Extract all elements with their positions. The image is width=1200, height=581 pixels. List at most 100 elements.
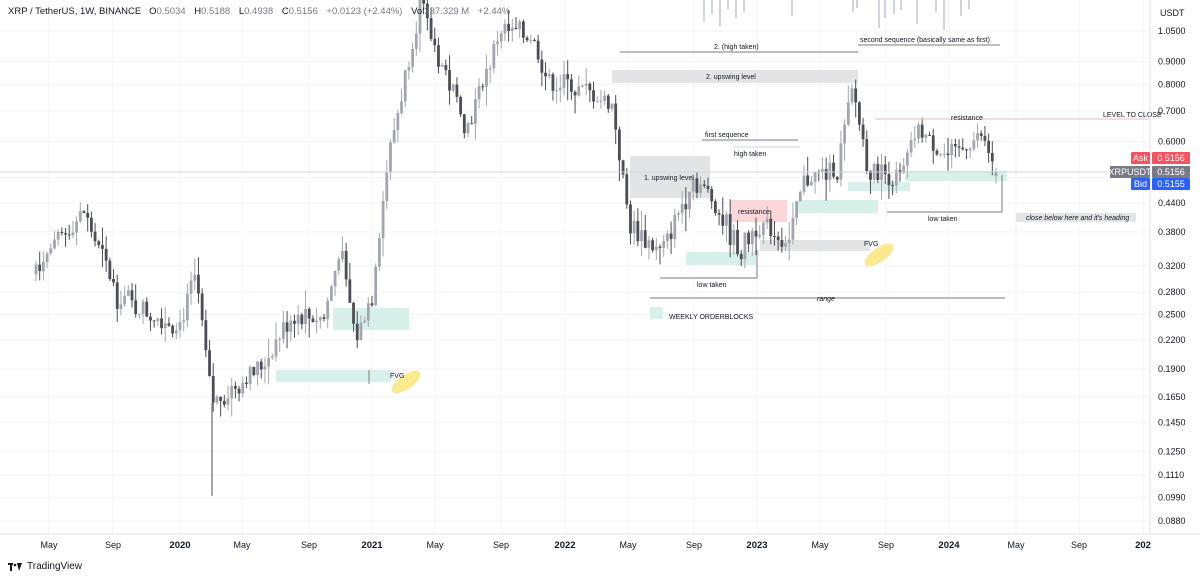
price-tick-label: 0.0990 [1158, 493, 1186, 503]
candle-body [274, 339, 278, 357]
candle-body [448, 70, 451, 91]
candle-body [71, 232, 75, 236]
candle-body [721, 214, 725, 226]
candle-body [333, 270, 337, 287]
candle-body [939, 153, 943, 155]
currency-label[interactable]: USDT [1160, 8, 1185, 18]
candle-body [208, 350, 211, 376]
volume-bar [703, 0, 705, 22]
candle-body [769, 218, 773, 237]
candle-body [267, 357, 271, 367]
candle-body [67, 234, 71, 236]
fvg-highlight [391, 370, 421, 394]
candle-body [451, 84, 455, 91]
price-axis[interactable]: 1.05000.90000.80000.70000.60000.50000.44… [1158, 26, 1186, 526]
resistance-mid-label: resistance [738, 209, 770, 216]
candle-body [640, 230, 643, 242]
candle-body [717, 213, 721, 215]
candle-body [437, 45, 440, 67]
price-tag-value: 0.5155 [1157, 179, 1185, 189]
volume-bar [900, 0, 902, 10]
candle-body [200, 293, 204, 321]
candle-body [736, 229, 739, 254]
price-tick-label: 0.3800 [1158, 227, 1186, 237]
candle-body [38, 264, 42, 272]
resistance-top-label: resistance [951, 115, 983, 122]
candle-body [828, 162, 832, 180]
time-tick-label: May [40, 540, 58, 550]
candle-body [647, 240, 651, 248]
candle-body [931, 135, 935, 151]
time-axis[interactable]: May Sep 2020 May Sep 2021 May Sep 2022 May Sep 2023… [40, 540, 1150, 551]
time-tick-label: Sep [105, 540, 121, 550]
candle-body [625, 174, 629, 205]
candle-body [126, 290, 130, 296]
candle-body [245, 382, 248, 384]
close-below-label: close below here and it's heading [1026, 215, 1129, 222]
time-tick-label: 202 [1135, 540, 1151, 551]
price-tag-label: XRPUSDT [1108, 167, 1152, 177]
time-tick-label: May [233, 540, 251, 550]
price-tick-label: 0.2500 [1158, 310, 1186, 320]
price-tag-value-box [1152, 178, 1190, 190]
candle-body [101, 245, 104, 249]
candle-body [429, 18, 433, 39]
candle-body [385, 172, 389, 201]
price-tag-label: Ask [1133, 153, 1149, 163]
price-tag-label-box [1110, 166, 1150, 178]
candle-body [414, 33, 418, 49]
tradingview-logo-icon [8, 562, 22, 572]
candle-body [248, 366, 252, 384]
candle-body [322, 317, 326, 319]
volume-bar [711, 0, 713, 14]
candle-body [123, 295, 127, 305]
time-tick-label: Sep [686, 540, 702, 550]
price-tag-value-box [1152, 152, 1190, 164]
candle-body [300, 314, 304, 325]
candle-body [134, 300, 138, 315]
candle-body [839, 143, 843, 180]
tradingview-footer[interactable]: TradingView [8, 561, 82, 572]
candle-body [950, 144, 954, 156]
candle-body [750, 230, 754, 245]
symbol-title[interactable]: XRP / TetherUS, 1W, BINANCE [8, 6, 142, 17]
price-tag-label-box [1131, 178, 1150, 190]
candle-body [263, 366, 267, 370]
candle-body [344, 251, 348, 280]
candle-body [588, 83, 592, 91]
candle-body [909, 140, 913, 153]
candle-body [56, 231, 60, 240]
fvg-1-label: FVG [390, 373, 404, 380]
second-sequence-label: second sequence (basically same as first… [860, 37, 990, 44]
candle-body [407, 66, 411, 71]
candle-body [329, 286, 333, 301]
orderblock-zone [798, 200, 878, 213]
volume-bar [935, 0, 937, 12]
candle-body [366, 303, 370, 321]
candle-body [795, 201, 799, 218]
time-tick-label: Sep [301, 540, 317, 550]
upswing-level-1-label: 1. upswing level [644, 175, 694, 182]
price-tick-label: 0.1450 [1158, 417, 1186, 427]
chart-legend-header: XRP / TetherUS, 1W, BINANCE O0.5034 H0.5… [8, 6, 516, 17]
price-tick-label: 0.8000 [1158, 80, 1186, 90]
candle-body [732, 229, 736, 246]
candle-body [798, 191, 802, 202]
candle-body [529, 39, 533, 41]
candle-body [485, 68, 488, 87]
volume-bar [893, 0, 895, 14]
volume-value: 237.329 M [424, 6, 470, 17]
legend-swatch [650, 307, 663, 319]
candle-body [547, 74, 551, 77]
candle-body [776, 236, 780, 241]
candle-body [968, 148, 972, 151]
resistance-zone [730, 200, 787, 222]
candle-body [953, 144, 957, 147]
candle-body [994, 171, 998, 177]
candle-body [204, 320, 208, 351]
candle-body [171, 325, 175, 334]
candle-body [363, 320, 367, 323]
time-tick-label: May [426, 540, 444, 550]
candle-body [677, 213, 680, 215]
